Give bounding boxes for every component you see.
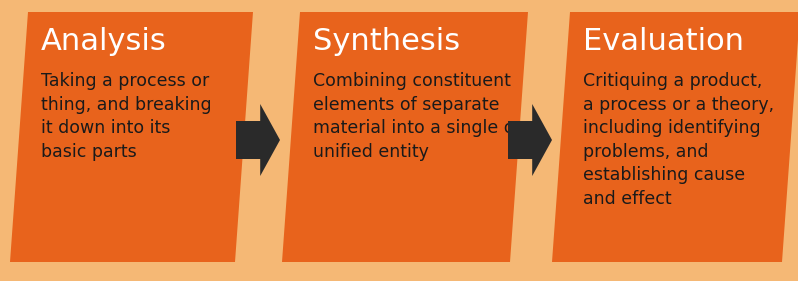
- Polygon shape: [508, 104, 552, 176]
- Text: Analysis: Analysis: [41, 27, 167, 56]
- Text: Taking a process or
thing, and breaking
it down into its
basic parts: Taking a process or thing, and breaking …: [41, 72, 211, 161]
- Text: Combining constituent
elements of separate
material into a single or
unified ent: Combining constituent elements of separa…: [313, 72, 522, 161]
- Text: Critiquing a product,
a process or a theory,
including identifying
problems, and: Critiquing a product, a process or a the…: [583, 72, 774, 208]
- Polygon shape: [10, 12, 253, 262]
- Text: Synthesis: Synthesis: [313, 27, 460, 56]
- Polygon shape: [282, 12, 528, 262]
- Text: Evaluation: Evaluation: [583, 27, 744, 56]
- Polygon shape: [552, 12, 798, 262]
- Polygon shape: [236, 104, 280, 176]
